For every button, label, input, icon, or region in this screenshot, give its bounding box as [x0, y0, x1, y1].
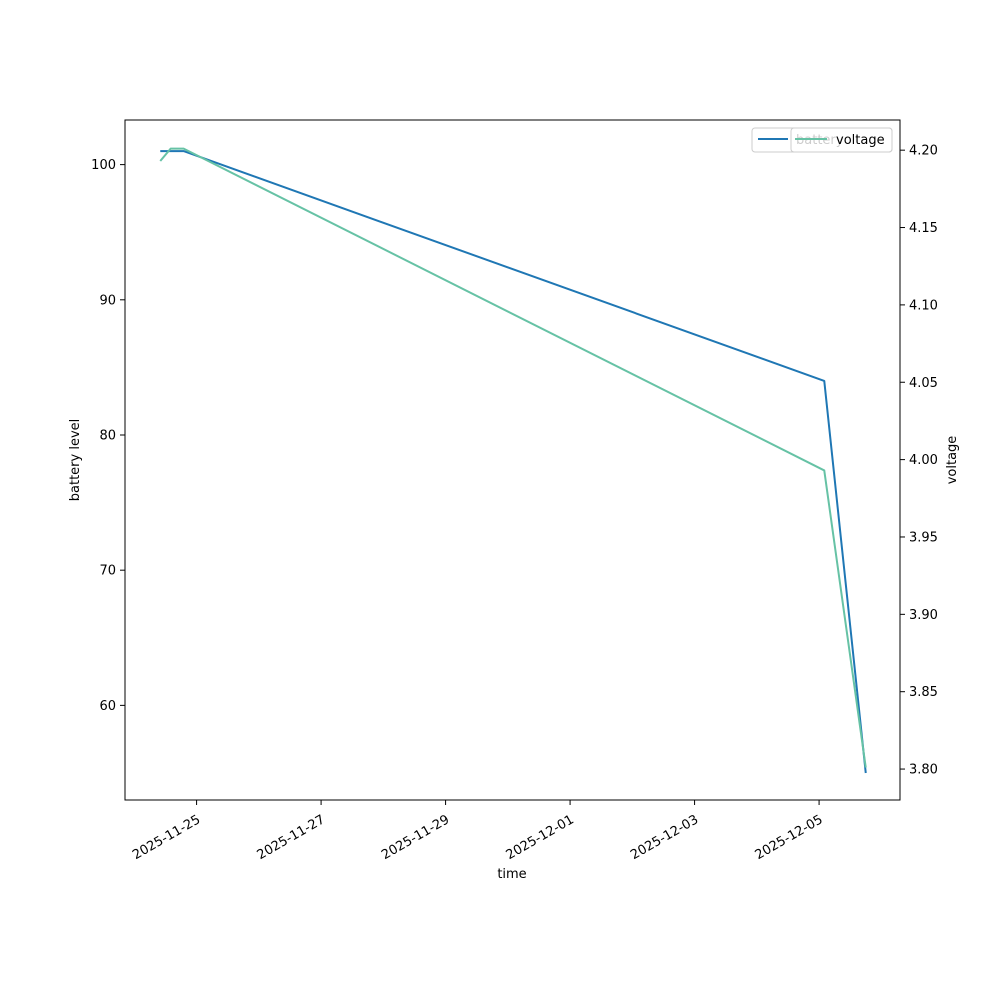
- right-y-tick-label: 3.90: [909, 608, 938, 623]
- x-tick-label: 2025-12-03: [628, 812, 701, 863]
- left-y-tick-label: 90: [99, 293, 116, 308]
- left-y-tick-label: 80: [99, 428, 116, 443]
- series-line-voltage: [159, 147, 867, 768]
- plot-area: [159, 147, 867, 774]
- x-axis: 2025-11-25 2025-11-27 2025-11-29 2025-12-01…: [130, 800, 826, 863]
- plot-frame: [124, 119, 901, 801]
- series-line-battery: [160, 150, 867, 774]
- left-y-tick-label: 60: [99, 699, 116, 714]
- x-axis-title: time: [497, 867, 526, 882]
- legend-voltage-label: voltage: [836, 133, 885, 148]
- x-tick-label: 2025-11-29: [379, 812, 452, 863]
- right-y-tick-label: 4.00: [909, 453, 938, 468]
- right-y-axis: 3.80 3.85 3.90 3.95 4.00 4.05 4.10 4.15 4.20: [900, 144, 938, 778]
- x-tick-label: 2025-11-27: [255, 812, 328, 863]
- right-y-tick-label: 4.10: [909, 298, 938, 313]
- left-y-axis-title: battery level: [68, 419, 83, 502]
- x-tick-label: 2025-12-01: [504, 812, 577, 863]
- left-y-axis: 60 70 80 90 100: [91, 158, 125, 714]
- right-y-tick-label: 3.85: [909, 685, 938, 700]
- x-tick-label: 2025-12-05: [753, 812, 826, 863]
- left-y-tick-label: 100: [91, 158, 116, 173]
- left-y-tick-label: 70: [99, 564, 116, 579]
- right-y-tick-label: 4.20: [909, 144, 938, 159]
- right-y-tick-label: 3.95: [909, 530, 938, 545]
- legend-voltage: voltage: [790, 127, 893, 153]
- right-y-tick-label: 4.05: [909, 376, 938, 391]
- right-y-tick-label: 3.80: [909, 763, 938, 778]
- right-y-axis-title: voltage: [945, 436, 960, 485]
- right-y-tick-label: 4.15: [909, 221, 938, 236]
- x-tick-label: 2025-11-25: [130, 812, 203, 863]
